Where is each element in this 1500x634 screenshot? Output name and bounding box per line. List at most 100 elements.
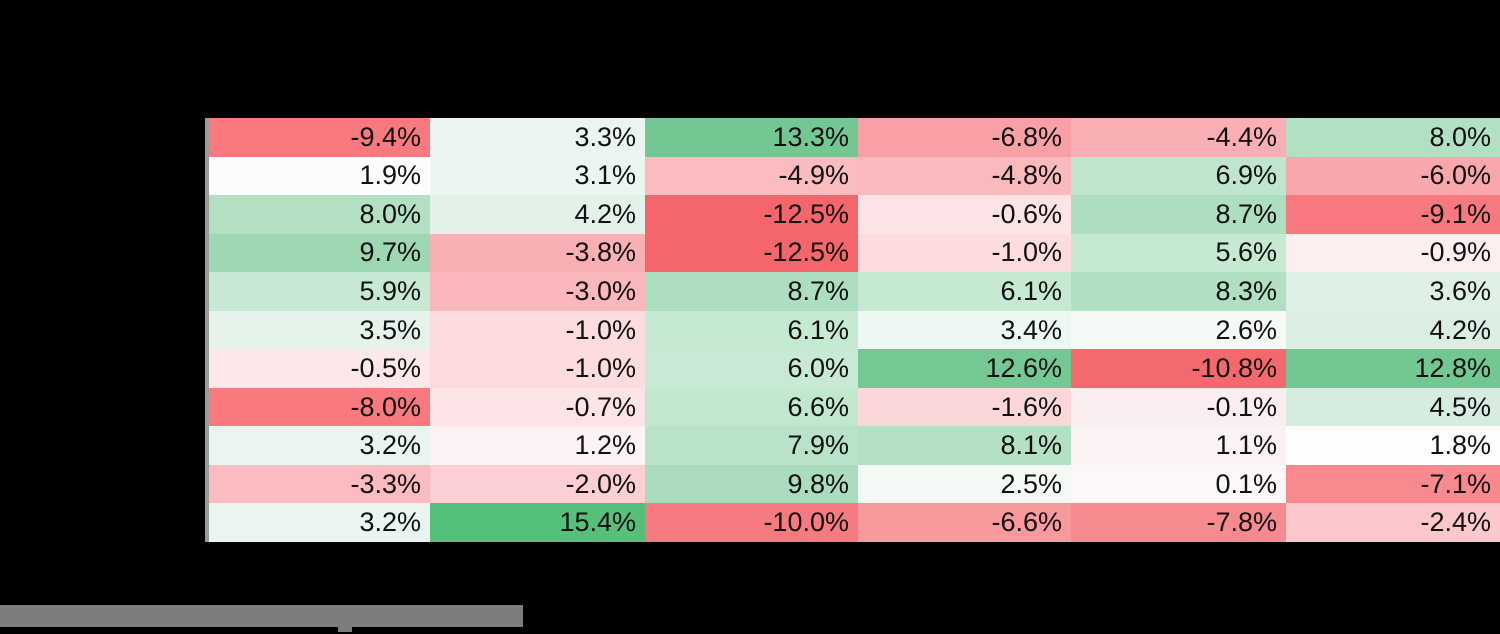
heatmap-cell: -9.4%	[209, 118, 430, 157]
heatmap-cell: 6.6%	[645, 387, 858, 427]
table-row: 3.5% -1.0% 6.1% 3.4% 2.6% 4.2%	[209, 310, 1500, 350]
table-row: 8.0% 4.2% -12.5% -0.6% 8.7% -9.1%	[209, 195, 1500, 234]
redacted-text-block	[483, 605, 523, 627]
caption-redacted	[0, 605, 523, 632]
heatmap-cell: 1.8%	[1286, 426, 1500, 465]
heatmap-cell: 8.7%	[1071, 195, 1286, 234]
heatmap-cell: 6.1%	[645, 310, 858, 350]
heatmap-cell: -8.0%	[209, 387, 430, 427]
table-row: 1.9% 3.1% -4.9% -4.8% 6.9% -6.0%	[209, 156, 1500, 196]
heatmap-cell: -9.1%	[1286, 195, 1500, 234]
heatmap-cell: -1.0%	[430, 310, 645, 350]
column-header-1	[209, 86, 430, 118]
heatmap-cell: 3.2%	[209, 426, 430, 465]
heatmap-cell: -3.3%	[209, 464, 430, 504]
table-row: 5.9% -3.0% 8.7% 6.1% 8.3% 3.6%	[209, 272, 1500, 311]
heatmap-cell: 6.1%	[858, 272, 1071, 311]
redacted-text-block	[467, 605, 478, 627]
heatmap-cell: 2.5%	[858, 464, 1071, 504]
heatmap-cell: 5.6%	[1071, 233, 1286, 273]
column-header-6	[1286, 86, 1500, 118]
heatmap-cell: 1.9%	[209, 156, 430, 196]
heatmap-cell: 8.0%	[209, 195, 430, 234]
heatmap-cell: -7.1%	[1286, 464, 1500, 504]
heatmap-cell: -6.8%	[858, 118, 1071, 157]
redacted-text-block	[409, 605, 427, 627]
heatmap-cell: 3.3%	[430, 118, 645, 157]
heatmap-cell: 12.6%	[858, 349, 1071, 388]
table-row: -9.4% 3.3% 13.3% -6.8% -4.4% 8.0%	[209, 118, 1500, 157]
column-header-5	[1071, 86, 1286, 118]
heatmap-cell: -3.0%	[430, 272, 645, 311]
heatmap-cell: -6.0%	[1286, 156, 1500, 196]
table-row: -3.3% -2.0% 9.8% 2.5% 0.1% -7.1%	[209, 464, 1500, 504]
redacted-text-block	[0, 605, 202, 627]
heatmap-cell: -1.0%	[858, 233, 1071, 273]
heatmap-cell: 9.8%	[645, 464, 858, 504]
heatmap-cell: -7.8%	[1071, 503, 1286, 543]
redacted-text-block	[459, 605, 467, 627]
heatmap-cell: -1.6%	[858, 387, 1071, 427]
heatmap-cell: 4.2%	[430, 195, 645, 234]
heatmap-cell: 0.1%	[1071, 464, 1286, 504]
heatmap-cell: -3.8%	[430, 233, 645, 273]
heatmap-cell: -4.4%	[1071, 118, 1286, 157]
table-row: -8.0% -0.7% 6.6% -1.6% -0.1% 4.5%	[209, 387, 1500, 427]
heatmap-cell: -1.0%	[430, 349, 645, 388]
column-header-2	[430, 86, 645, 118]
heatmap-cell: 3.4%	[858, 310, 1071, 350]
redacted-text-block	[435, 605, 459, 627]
heatmap-cell: 3.6%	[1286, 272, 1500, 311]
row-label-gutter	[205, 118, 209, 542]
heatmap-cell: -0.9%	[1286, 233, 1500, 273]
heatmap-cell: -0.7%	[430, 387, 645, 427]
heatmap-cell: 15.4%	[430, 503, 645, 543]
table-row: 3.2% 1.2% 7.9% 8.1% 1.1% 1.8%	[209, 426, 1500, 465]
column-header-3	[645, 86, 858, 118]
heatmap-cell: 3.2%	[209, 503, 430, 543]
heatmap-cell: -0.5%	[209, 349, 430, 388]
heatmap-cell: 12.8%	[1286, 349, 1500, 388]
heatmap-cell: 8.1%	[858, 426, 1071, 465]
heatmap-cell: -4.8%	[858, 156, 1071, 196]
table-row: -0.5% -1.0% 6.0% 12.6% -10.8% 12.8%	[209, 349, 1500, 388]
redacted-text-block	[360, 605, 399, 627]
heatmap-cell: 4.2%	[1286, 310, 1500, 350]
heatmap-cell: 3.1%	[430, 156, 645, 196]
heatmap-cell: -0.6%	[858, 195, 1071, 234]
heatmap-cell: 1.1%	[1071, 426, 1286, 465]
heatmap-cell: -2.0%	[430, 464, 645, 504]
redacted-text-block	[399, 605, 409, 627]
heatmap-table: -9.4% 3.3% 13.3% -6.8% -4.4% 8.0% 1.9% 3.1% -4.9…	[209, 118, 1500, 543]
heatmap-cell: -0.1%	[1071, 387, 1286, 427]
table-header-row	[209, 86, 1500, 118]
redacted-text-block	[478, 605, 483, 627]
heatmap-cell: 8.7%	[645, 272, 858, 311]
column-header-4	[858, 86, 1071, 118]
heatmap-cell: -12.5%	[645, 195, 858, 234]
heatmap-cell: 1.2%	[430, 426, 645, 465]
heatmap-cell: -6.6%	[858, 503, 1071, 543]
heatmap-cell: 4.5%	[1286, 387, 1500, 427]
heatmap-cell: 8.0%	[1286, 118, 1500, 157]
heatmap-cell: 7.9%	[645, 426, 858, 465]
heatmap-cell: -4.9%	[645, 156, 858, 196]
redacted-text-block	[202, 605, 206, 627]
heatmap-cell: 6.0%	[645, 349, 858, 388]
heatmap-cell: -10.8%	[1071, 349, 1286, 388]
heatmap-cell: -12.5%	[645, 233, 858, 273]
redacted-text-block	[352, 605, 360, 627]
heatmap-cell: -2.4%	[1286, 503, 1500, 543]
heatmap-cell: -10.0%	[645, 503, 858, 543]
redacted-text-block	[338, 605, 352, 632]
heatmap-cell: 13.3%	[645, 118, 858, 157]
heatmap-cell: 9.7%	[209, 233, 430, 273]
heatmap-cell: 2.6%	[1071, 310, 1286, 350]
redacted-text-block	[206, 605, 338, 627]
redacted-text-block	[427, 605, 435, 627]
heatmap-cell: 5.9%	[209, 272, 430, 311]
heatmap-body: -9.4% 3.3% 13.3% -6.8% -4.4% 8.0% 1.9% 3.1% -4.9…	[209, 118, 1500, 543]
heatmap-cell: 3.5%	[209, 310, 430, 350]
heatmap-cell: 6.9%	[1071, 156, 1286, 196]
heatmap-cell: 8.3%	[1071, 272, 1286, 311]
